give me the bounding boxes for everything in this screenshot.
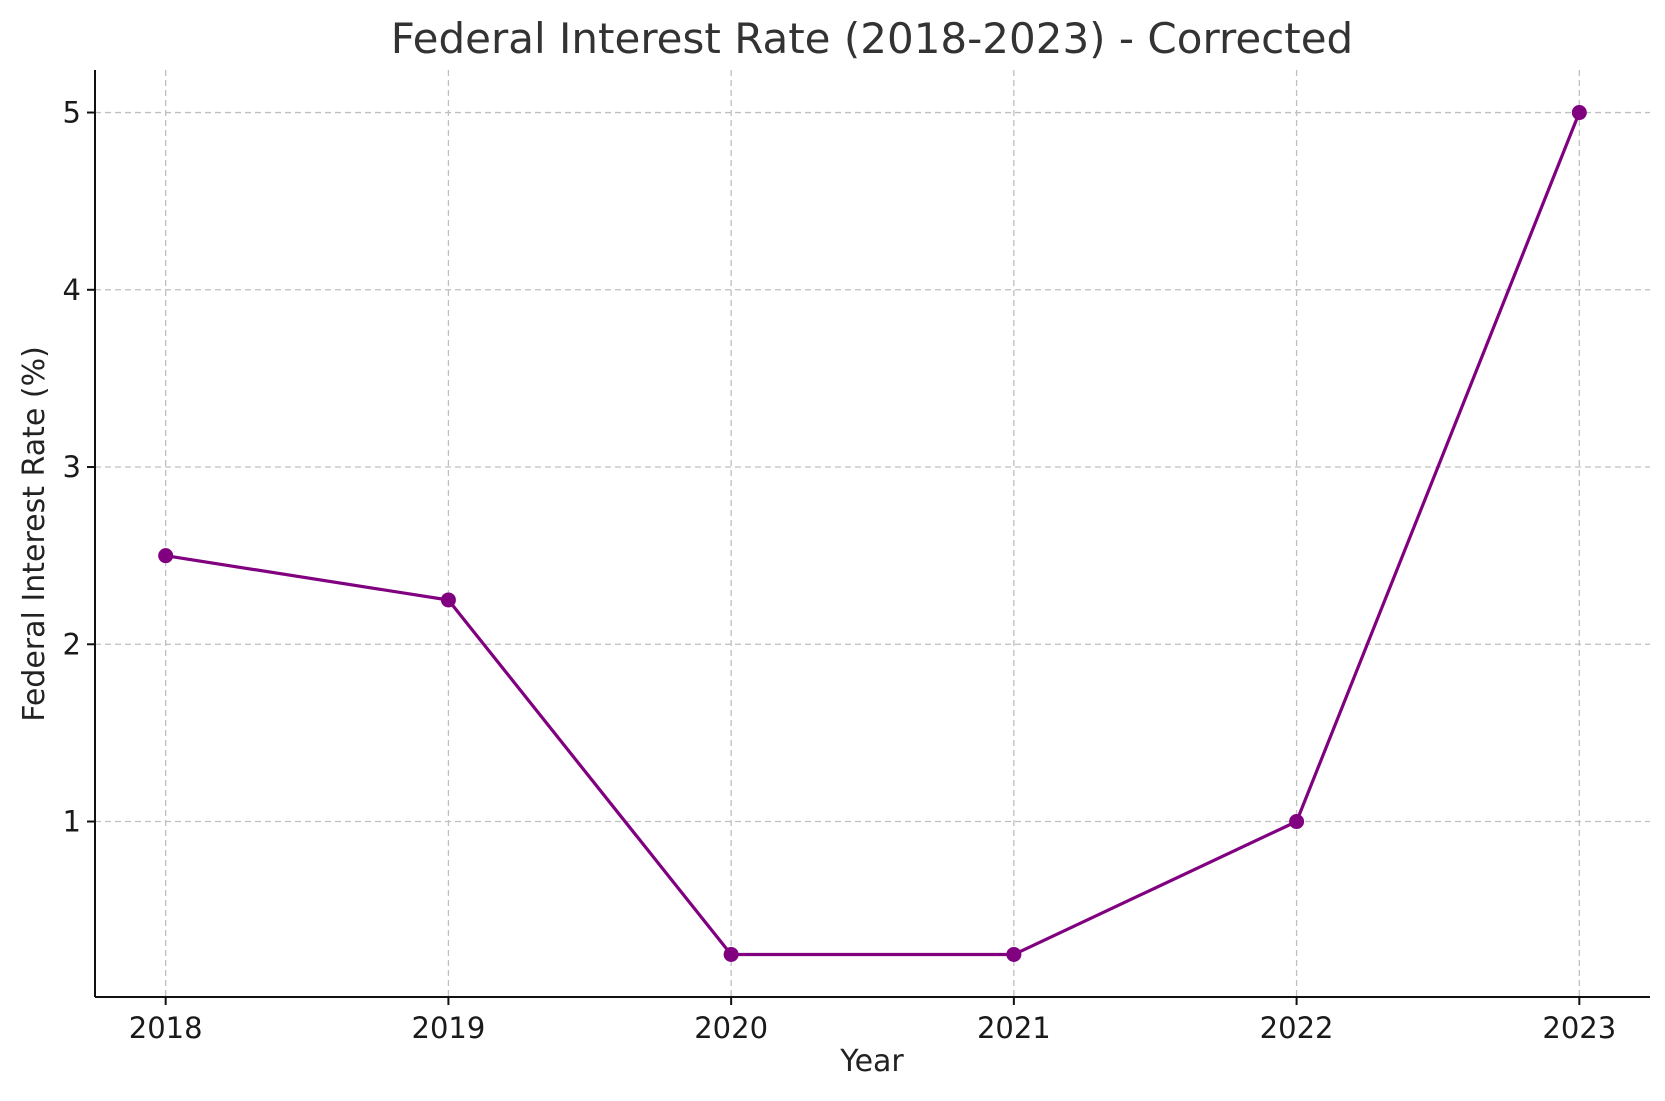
data-point-2023 — [1571, 105, 1587, 121]
x-tick-label-2018: 2018 — [129, 1011, 203, 1045]
data-point-2020 — [723, 946, 739, 962]
chart-title: Federal Interest Rate (2018-2023) - Corr… — [391, 14, 1353, 63]
grid — [95, 70, 1650, 997]
x-tick-label-2020: 2020 — [694, 1011, 768, 1045]
axes — [94, 70, 1650, 998]
data-point-2022 — [1289, 814, 1305, 830]
y-tick-label-4: 4 — [63, 273, 81, 307]
x-tick-label-2021: 2021 — [977, 1011, 1051, 1045]
data-point-2019 — [440, 592, 456, 608]
y-axis-ticks: 1 2 3 4 5 — [63, 96, 95, 839]
x-axis-label: Year — [839, 1044, 904, 1079]
y-tick-label-3: 3 — [63, 450, 81, 484]
y-tick-label-1: 1 — [63, 805, 81, 839]
y-tick-label-2: 2 — [63, 627, 81, 661]
x-tick-label-2022: 2022 — [1260, 1011, 1334, 1045]
data-point-2018 — [158, 548, 174, 564]
x-tick-label-2019: 2019 — [412, 1011, 486, 1045]
x-axis-ticks: 2018 2019 2020 2021 2022 2023 — [129, 997, 1616, 1045]
series-line — [164, 110, 1581, 957]
y-tick-label-5: 5 — [63, 96, 81, 130]
x-tick-label-2023: 2023 — [1542, 1011, 1616, 1045]
y-axis-label: Federal Interest Rate (%) — [17, 346, 52, 722]
data-point-2021 — [1006, 946, 1022, 962]
series — [158, 105, 1587, 962]
